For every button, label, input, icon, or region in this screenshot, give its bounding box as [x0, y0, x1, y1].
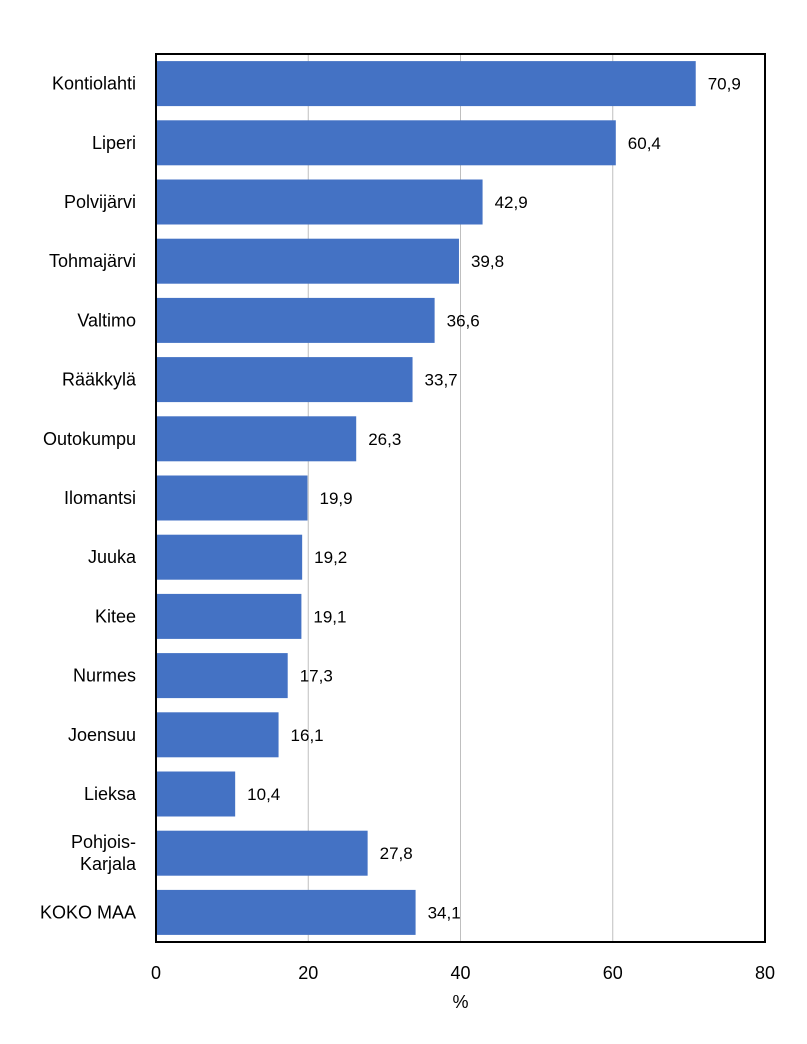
- bar-10: [156, 653, 288, 699]
- bar-6: [156, 416, 357, 462]
- bar-12: [156, 771, 236, 817]
- category-label-4: Valtimo: [77, 310, 136, 330]
- category-label-11: Joensuu: [68, 725, 136, 745]
- category-label-13: Pohjois-Karjala: [71, 832, 137, 874]
- value-label-5: 33,7: [425, 371, 458, 390]
- category-label-14: KOKO MAA: [40, 902, 136, 922]
- category-label-10: Nurmes: [73, 666, 136, 686]
- x-tick-label-80: 80: [755, 963, 775, 983]
- category-label-9: Kitee: [95, 606, 136, 626]
- labels: 70,9 Kontiolahti 60,4 Liperi 42,9 Polvijärvi 3…: [40, 74, 741, 923]
- value-label-3: 39,8: [471, 252, 504, 271]
- x-axis-title: %: [452, 992, 468, 1012]
- value-label-13: 27,8: [380, 844, 413, 863]
- category-label-2: Polvijärvi: [64, 192, 136, 212]
- bars: [156, 61, 696, 935]
- bar-0: [156, 61, 696, 107]
- plot-frame: [155, 53, 766, 943]
- value-label-1: 60,4: [628, 134, 661, 153]
- bar-13: [156, 830, 368, 876]
- bar-4: [156, 297, 435, 343]
- category-label-7: Ilomantsi: [64, 488, 136, 508]
- category-label-5: Rääkkylä: [62, 370, 137, 390]
- value-label-6: 26,3: [368, 430, 401, 449]
- category-label-12: Lieksa: [84, 784, 137, 804]
- bar-11: [156, 712, 279, 758]
- bar-9: [156, 593, 302, 639]
- category-label-1: Liperi: [92, 133, 136, 153]
- bar-7: [156, 475, 308, 521]
- value-label-8: 19,2: [314, 548, 347, 567]
- value-label-4: 36,6: [447, 311, 480, 330]
- x-tick-label-20: 20: [298, 963, 318, 983]
- x-tick-label-60: 60: [603, 963, 623, 983]
- value-label-0: 70,9: [708, 75, 741, 94]
- bar-14: [156, 889, 416, 935]
- category-label-8: Juuka: [88, 547, 137, 567]
- bar-3: [156, 238, 459, 284]
- bar-2: [156, 179, 483, 225]
- category-label-6: Outokumpu: [43, 429, 136, 449]
- value-label-12: 10,4: [247, 785, 280, 804]
- category-label-0: Kontiolahti: [52, 74, 136, 94]
- x-tick-labels: 0 20 40 60 80: [151, 963, 775, 983]
- bar-5: [156, 357, 413, 403]
- value-label-11: 16,1: [291, 726, 324, 745]
- x-tick-label-0: 0: [151, 963, 161, 983]
- value-label-9: 19,1: [313, 607, 346, 626]
- value-label-10: 17,3: [300, 667, 333, 686]
- value-label-7: 19,9: [319, 489, 352, 508]
- value-label-2: 42,9: [495, 193, 528, 212]
- bar-8: [156, 534, 303, 580]
- category-label-3: Tohmajärvi: [49, 251, 136, 271]
- bar-1: [156, 120, 616, 166]
- value-label-14: 34,1: [428, 903, 461, 922]
- x-tick-label-40: 40: [450, 963, 470, 983]
